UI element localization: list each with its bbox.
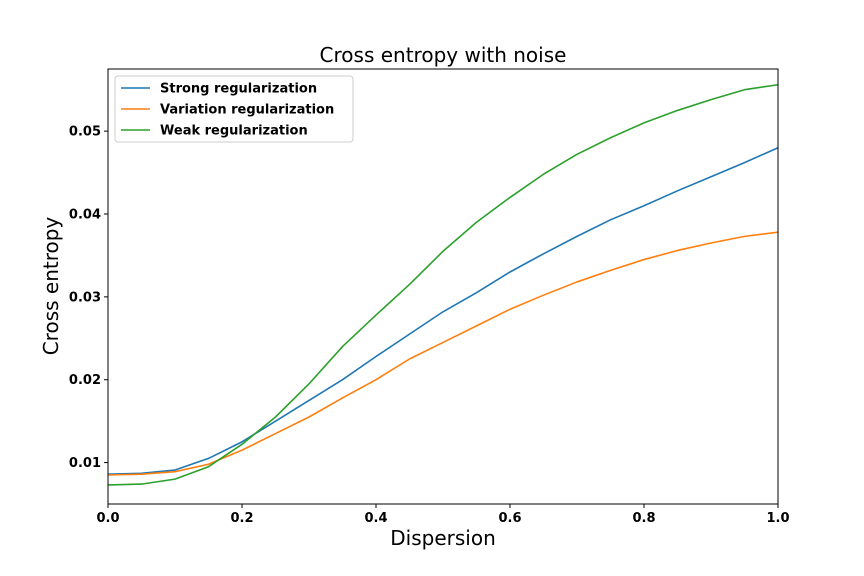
y-tick-label: 0.04 [69,208,101,223]
y-tick-label: 0.03 [69,290,101,305]
y-tick-label: 0.05 [69,125,101,140]
series-line-strong-regularization [107,146,779,475]
x-tick-label: 0.4 [364,511,387,526]
y-tick-label: 0.01 [69,456,101,471]
y-tick-label: 0.02 [69,373,101,388]
x-axis-label: Dispersion [390,526,496,550]
y-axis-ticks: 0.01 0.02 0.03 0.04 0.05 [69,125,108,471]
plot-frame [107,68,779,505]
chart-title: Cross entropy with noise [320,43,567,67]
x-tick-label: 0.2 [230,511,253,526]
legend-label-strong-regularization: Strong regularization [160,82,317,97]
x-axis-ticks: 0.0 0.2 0.4 0.6 0.8 1.0 [96,504,790,526]
series-line-weak-regularization [107,83,779,486]
legend-label-variation-regularization: Variation regularization [160,103,334,118]
x-tick-label: 0.0 [96,511,119,526]
x-tick-label: 1.0 [766,511,789,526]
y-axis-label: Cross entropy [39,217,63,356]
x-tick-label: 0.6 [498,511,521,526]
legend: Strong regularization Variation regulariz… [114,75,354,143]
series-layer [107,83,779,486]
legend-box [114,75,354,143]
x-tick-label: 0.8 [632,511,655,526]
legend-label-weak-regularization: Weak regularization [160,124,308,139]
